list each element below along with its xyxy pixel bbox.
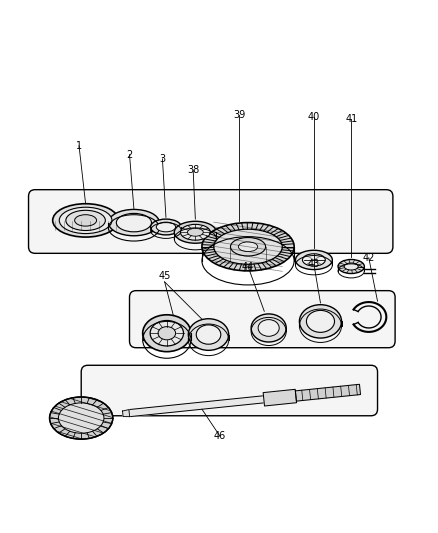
Ellipse shape: [213, 229, 282, 264]
Text: 41: 41: [344, 115, 357, 124]
Text: 38: 38: [187, 165, 199, 175]
Ellipse shape: [174, 221, 216, 243]
Ellipse shape: [196, 325, 220, 344]
Ellipse shape: [158, 327, 175, 340]
Ellipse shape: [156, 222, 175, 232]
Ellipse shape: [74, 215, 96, 226]
Text: 44: 44: [241, 262, 254, 271]
Ellipse shape: [66, 211, 105, 230]
Ellipse shape: [230, 238, 265, 256]
Text: 45: 45: [158, 271, 170, 280]
Ellipse shape: [187, 228, 203, 236]
Ellipse shape: [238, 242, 257, 252]
Text: 46: 46: [213, 431, 225, 440]
Ellipse shape: [150, 320, 183, 346]
Ellipse shape: [150, 219, 181, 235]
Ellipse shape: [116, 213, 151, 232]
Ellipse shape: [343, 263, 357, 270]
Ellipse shape: [201, 223, 293, 271]
Ellipse shape: [302, 254, 325, 266]
Text: 3: 3: [159, 154, 165, 164]
Ellipse shape: [188, 319, 228, 350]
FancyBboxPatch shape: [28, 190, 392, 253]
Ellipse shape: [299, 305, 341, 338]
Ellipse shape: [306, 310, 334, 333]
Ellipse shape: [337, 260, 364, 273]
Polygon shape: [122, 409, 129, 417]
Text: 42: 42: [362, 253, 374, 263]
Ellipse shape: [142, 315, 191, 352]
Ellipse shape: [53, 204, 118, 237]
Text: 39: 39: [233, 110, 245, 120]
Ellipse shape: [251, 314, 286, 342]
Text: 2: 2: [126, 150, 132, 159]
Text: 1: 1: [76, 141, 82, 151]
Ellipse shape: [258, 320, 279, 336]
Text: 43: 43: [307, 260, 319, 269]
Polygon shape: [129, 392, 302, 417]
Ellipse shape: [295, 251, 332, 270]
Ellipse shape: [59, 207, 112, 233]
Ellipse shape: [180, 224, 210, 240]
FancyBboxPatch shape: [129, 290, 394, 348]
Polygon shape: [295, 384, 360, 401]
Ellipse shape: [58, 403, 104, 433]
Polygon shape: [262, 389, 296, 406]
Ellipse shape: [108, 209, 159, 236]
Text: 40: 40: [307, 112, 319, 122]
Ellipse shape: [49, 397, 113, 439]
FancyBboxPatch shape: [81, 365, 377, 416]
